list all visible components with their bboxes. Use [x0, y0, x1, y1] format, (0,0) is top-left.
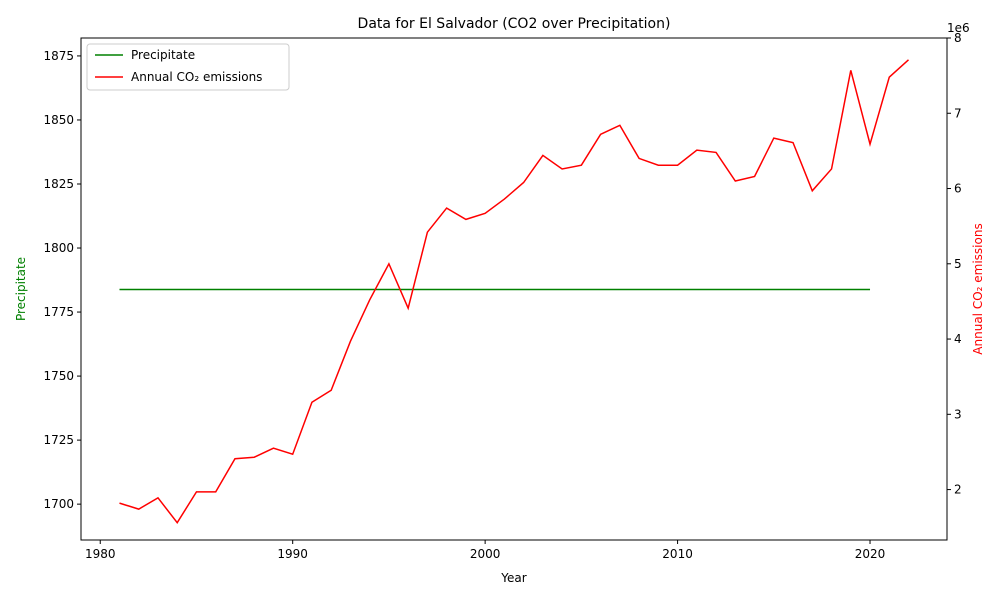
- right-y-tick-label: 3: [954, 407, 962, 421]
- x-tick-label: 1990: [277, 547, 308, 561]
- right-y-tick-label: 4: [954, 332, 962, 346]
- left-y-tick-label: 1825: [43, 177, 74, 191]
- x-axis-label: Year: [500, 571, 526, 585]
- legend: Precipitate Annual CO₂ emissions: [86, 43, 290, 91]
- left-y-tick-label: 1750: [43, 369, 74, 383]
- right-y-axis-label: Annual CO₂ emissions: [971, 223, 985, 354]
- chart-title: Data for El Salvador (CO2 over Precipita…: [358, 16, 671, 32]
- left-y-tick-label: 1850: [43, 113, 74, 127]
- right-y-tick-label: 2: [954, 483, 962, 497]
- legend-box: [86, 43, 290, 91]
- x-tick-label: 2010: [662, 547, 693, 561]
- x-tick-label: 2000: [470, 547, 501, 561]
- right-y-tick-label: 7: [954, 106, 962, 120]
- left-y-tick-label: 1700: [43, 497, 74, 511]
- right-y-tick-label: 5: [954, 257, 962, 271]
- plot-frame: [80, 37, 948, 541]
- x-axis-ticks: 1980 1990 2000 2010 2020: [85, 540, 885, 561]
- right-y-axis-offset-label: 1e6: [947, 21, 970, 35]
- left-y-tick-label: 1800: [43, 241, 74, 255]
- left-y-tick-label: 1875: [43, 49, 74, 63]
- x-tick-label: 2020: [855, 547, 886, 561]
- series-line-co2-emissions: [119, 59, 910, 525]
- legend-label-precipitate: Precipitate: [131, 48, 195, 62]
- right-y-tick-label: 8: [954, 31, 962, 45]
- x-tick-label: 1980: [85, 547, 116, 561]
- left-y-axis-label: Precipitate: [14, 257, 28, 321]
- legend-label-co2-emissions: Annual CO₂ emissions: [131, 70, 262, 84]
- left-y-axis-ticks: 1700 1725 1750 1775 1800 1825 1850 1875: [43, 49, 81, 511]
- plot-lines: [119, 59, 910, 525]
- right-y-tick-label: 6: [954, 182, 962, 196]
- right-y-axis-ticks: 2 3 4 5 6 7 8: [947, 31, 962, 497]
- left-y-tick-label: 1775: [43, 305, 74, 319]
- left-y-tick-label: 1725: [43, 433, 74, 447]
